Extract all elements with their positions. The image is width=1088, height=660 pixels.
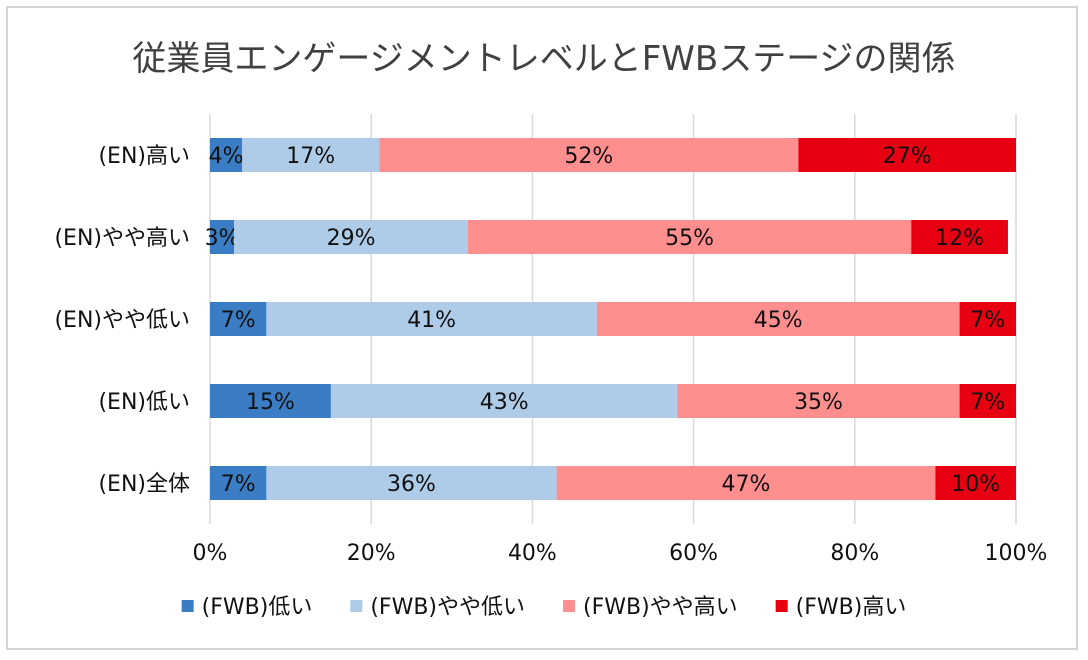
- data-label: 35%: [794, 390, 843, 415]
- legend-label: (FWB)やや低い: [370, 595, 525, 620]
- legend-label: (FWB)高い: [796, 595, 907, 620]
- data-label: 15%: [246, 390, 295, 415]
- legend-item: (FWB)低い: [181, 595, 313, 620]
- bar-segment: [266, 302, 597, 336]
- bar-segment: [596, 302, 960, 336]
- legend-item: (FWB)やや高い: [563, 595, 738, 620]
- legend-swatch: [181, 600, 194, 612]
- bar-segment: [210, 220, 235, 254]
- data-label: 43%: [480, 390, 529, 415]
- bar-segment: [266, 466, 557, 500]
- legend: (FWB)低い (FWB)やや低い (FWB)やや高い (FWB)高い: [181, 595, 907, 620]
- legend-item: (FWB)高い: [775, 595, 907, 620]
- data-label: 4%: [209, 144, 244, 169]
- legend-label: (FWB)やや高い: [583, 595, 738, 620]
- bar-segment: [210, 302, 267, 336]
- bar-segment: [234, 220, 468, 254]
- bar-segment: [959, 384, 1016, 418]
- bar-segment: [959, 302, 1016, 336]
- data-label: 12%: [935, 226, 984, 251]
- x-tick-label: 0%: [193, 541, 228, 566]
- data-label: 29%: [327, 226, 376, 251]
- data-label: 3%: [205, 226, 240, 251]
- category-label: (EN)低い: [98, 390, 190, 415]
- data-label: 41%: [407, 308, 456, 333]
- bar-segment: [556, 466, 936, 500]
- data-label: 7%: [970, 390, 1005, 415]
- legend-label: (FWB)低い: [202, 595, 313, 620]
- data-label: 47%: [722, 472, 771, 497]
- bar-segment: [210, 384, 331, 418]
- category-label: (EN)やや低い: [54, 308, 190, 333]
- category-labels: (EN)高い (EN)やや高い (EN)やや低い (EN)低い (EN)全体: [54, 144, 190, 497]
- bar-segment: [677, 384, 960, 418]
- data-label: 7%: [221, 308, 256, 333]
- legend-swatch: [775, 600, 788, 612]
- legend-swatch: [350, 600, 363, 612]
- bar-segment: [798, 138, 1016, 172]
- chart-title: 従業員エンゲージメントレベルとFWBステージの関係: [132, 39, 955, 79]
- data-label: 36%: [387, 472, 436, 497]
- category-label: (EN)全体: [98, 472, 190, 497]
- data-label: 27%: [883, 144, 932, 169]
- legend-swatch: [563, 600, 575, 612]
- bar-segment: [210, 138, 243, 172]
- x-tick-label: 80%: [830, 541, 879, 566]
- legend-item: (FWB)やや低い: [350, 595, 525, 620]
- x-tick-label: 100%: [985, 541, 1048, 566]
- x-tick-label: 40%: [508, 541, 557, 566]
- data-label: 7%: [221, 472, 256, 497]
- bars: 4% 17% 52% 27% 3% 29% 55% 12% 7% 41% 45% 7% 15% 43% 35…: [205, 138, 1016, 500]
- data-label: 7%: [970, 308, 1005, 333]
- bar-segment: [935, 466, 1016, 500]
- category-label: (EN)やや高い: [54, 226, 190, 251]
- bar-segment: [379, 138, 799, 172]
- data-label: 55%: [665, 226, 714, 251]
- bar-segment: [242, 138, 380, 172]
- data-label: 17%: [286, 144, 335, 169]
- x-tick-label: 60%: [669, 541, 718, 566]
- x-tick-label: 20%: [347, 541, 396, 566]
- bar-segment: [330, 384, 678, 418]
- bar-segment: [210, 466, 267, 500]
- data-label: 52%: [564, 144, 613, 169]
- x-axis: 0% 20% 40% 60% 80% 100%: [193, 541, 1048, 566]
- category-label: (EN)高い: [98, 144, 190, 169]
- data-label: 45%: [754, 308, 803, 333]
- data-label: 10%: [951, 472, 1000, 497]
- bar-segment: [467, 220, 912, 254]
- bar-segment: [911, 220, 1008, 254]
